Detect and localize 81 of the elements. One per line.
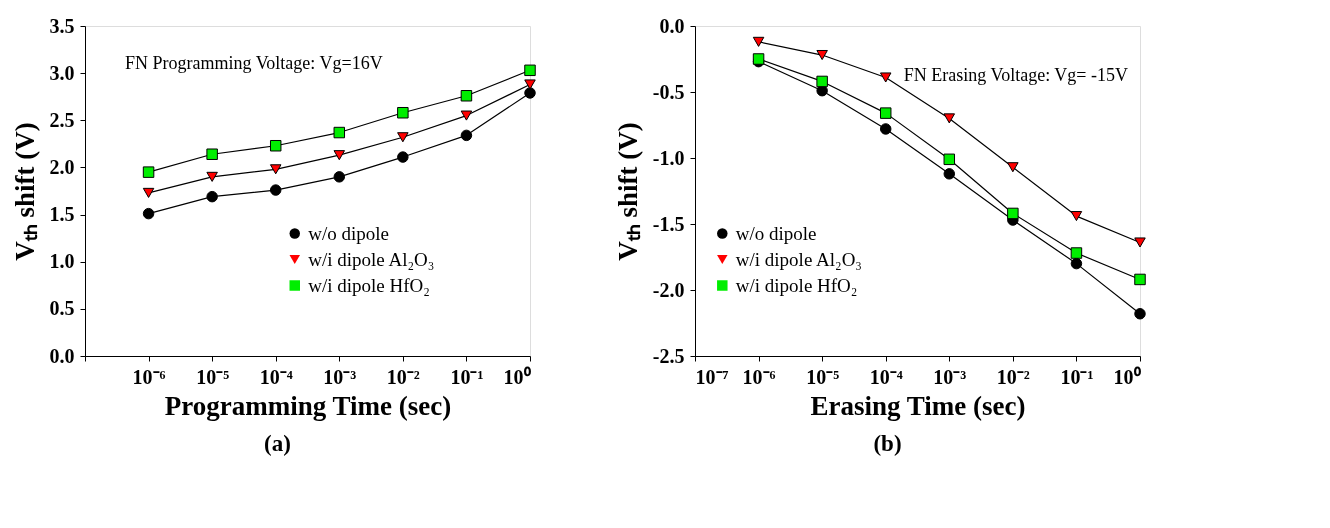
point [397, 132, 409, 143]
x-tick-label: 10⁻⁵ [196, 365, 230, 388]
point [1134, 237, 1146, 248]
x-tick-label: 10⁻¹ [1060, 365, 1094, 388]
x-tick-label: 10⁻² [996, 365, 1030, 388]
y-tick-label: -1.5 [652, 212, 685, 235]
y-tick-label: 1.5 [49, 203, 75, 226]
point [142, 207, 155, 220]
point [460, 110, 473, 121]
x-axis-title: Erasing Time (sec) [810, 390, 1026, 421]
point [752, 36, 765, 47]
legend-label: w/i dipole Al₂O₃ [735, 248, 862, 270]
point [879, 72, 892, 83]
y-tick-label: -0.5 [652, 80, 685, 103]
x-tick-label: 10⁻⁶ [132, 365, 166, 388]
text: (b) [873, 431, 902, 456]
point [397, 107, 409, 119]
y-tick-label: 2.5 [49, 108, 75, 131]
point [206, 171, 218, 182]
annotation: FN Erasing Voltage: Vg= -15V [903, 65, 1128, 85]
point [879, 107, 892, 119]
y-tick-label: 3.0 [49, 61, 75, 84]
point [269, 164, 282, 175]
point [1134, 308, 1146, 320]
legend-label: w/i dipole HfO₂ [735, 274, 858, 296]
point [524, 79, 536, 90]
point [269, 140, 282, 152]
y-tick-label: 2.0 [49, 155, 75, 178]
point [460, 90, 473, 102]
point [333, 171, 346, 183]
point [269, 184, 282, 196]
x-tick-label: 10⁻⁵ [806, 365, 840, 388]
x-tick-label: 10⁻¹ [450, 365, 484, 388]
x-tick-label: 10⁰ [503, 365, 531, 388]
point [206, 148, 218, 160]
point [460, 129, 473, 142]
point [1007, 162, 1019, 173]
point [816, 50, 828, 61]
y-tick-label: -2.0 [652, 278, 685, 301]
point [142, 187, 155, 198]
point [1070, 211, 1083, 222]
y-tick-label: -1.0 [652, 146, 685, 169]
point [816, 75, 828, 88]
point [943, 113, 956, 124]
text: (a) [264, 431, 291, 456]
y-axis-title: Vₜₕ shift (V) [612, 122, 643, 261]
x-tick-label: 10⁻³ [323, 365, 357, 388]
point [1134, 273, 1146, 286]
legend-label: w/i dipole Al₂O₃ [308, 248, 435, 270]
x-tick-label: 10⁻³ [933, 365, 967, 388]
point [1070, 247, 1083, 259]
point [397, 151, 409, 163]
x-tick-label: 10⁻⁷ [695, 365, 729, 388]
y-tick-label: 0.0 [659, 14, 685, 37]
point [1007, 207, 1019, 220]
x-tick-label: 10⁻⁴ [869, 365, 903, 388]
y-tick-label: 3.5 [49, 14, 75, 37]
x-tick-label: 10⁻⁴ [259, 365, 293, 388]
y-tick-label: 1.0 [49, 250, 75, 273]
point [524, 64, 536, 77]
point [333, 150, 346, 161]
x-axis-title: Programming Time (sec) [164, 390, 452, 421]
point [142, 166, 155, 178]
legend-label: w/i dipole HfO₂ [308, 274, 430, 296]
x-tick-label: 10⁰ [1113, 365, 1141, 388]
point [943, 153, 956, 166]
annotation: FN Programming Voltage: Vg=16V [125, 53, 383, 73]
x-tick-label: 10⁻² [386, 365, 420, 388]
y-tick-label: 0.0 [49, 344, 75, 367]
point [1070, 257, 1083, 270]
point [206, 190, 218, 203]
point [333, 126, 346, 139]
point [943, 168, 956, 180]
y-tick-label: 0.5 [49, 297, 75, 320]
x-tick-label: 10⁻⁶ [742, 365, 776, 388]
y-axis-title: Vₜₕ shift (V) [9, 122, 40, 261]
point [879, 123, 892, 135]
point [524, 87, 536, 99]
y-tick-label: -2.5 [652, 344, 685, 367]
legend-label: w/o dipole [308, 222, 389, 244]
legend-label: w/o dipole [735, 222, 817, 244]
